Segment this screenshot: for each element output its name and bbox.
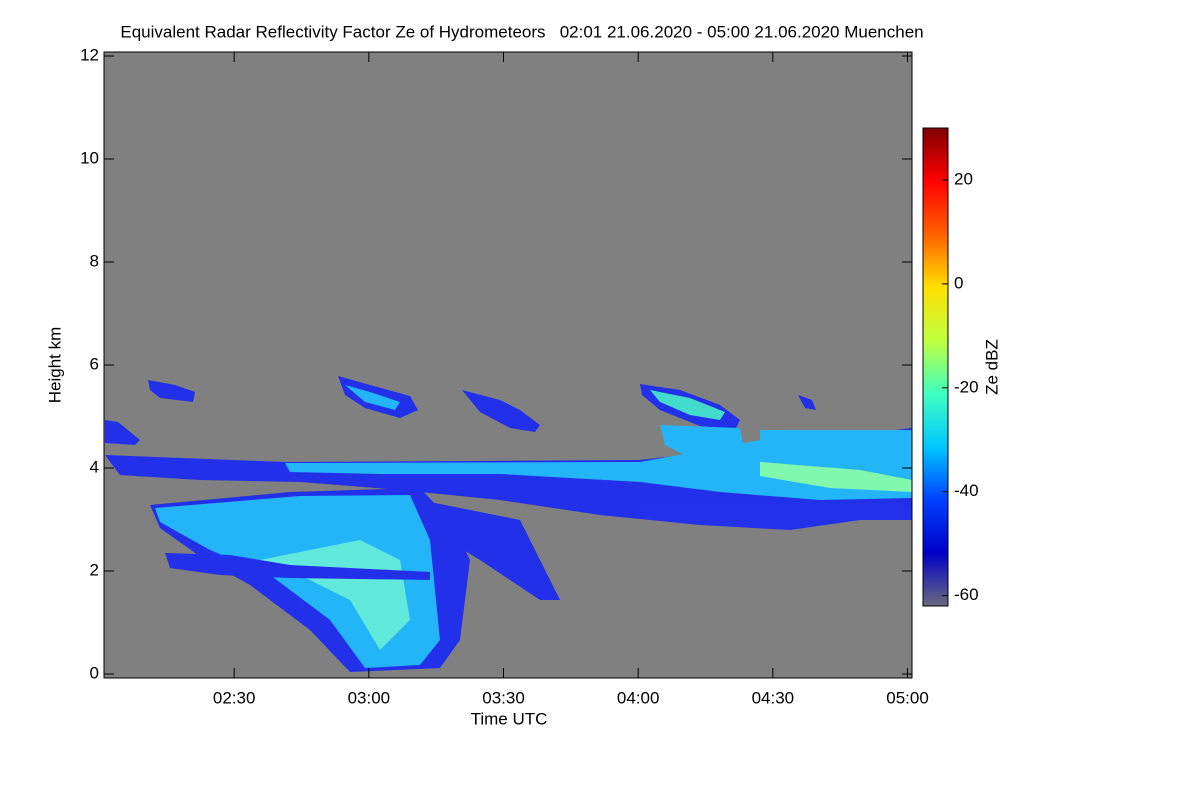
plot-background <box>104 52 912 678</box>
y-tick-label: 6 <box>90 354 99 373</box>
y-tick-label: 8 <box>90 251 99 270</box>
y-tick-label: 0 <box>90 663 99 682</box>
x-axis-label: Time UTC <box>471 709 548 728</box>
colorbar <box>922 127 949 607</box>
radar-echo <box>105 376 912 672</box>
chart-title: Equivalent Radar Reflectivity Factor Ze … <box>120 22 923 41</box>
x-tick-label: 02:30 <box>213 688 256 707</box>
colorbar-tick-label: 20 <box>954 169 973 188</box>
y-tick-label: 10 <box>80 148 99 167</box>
colorbar-tick-label: -40 <box>954 481 979 500</box>
y-tick-label: 4 <box>90 457 99 476</box>
x-tick-label: 05:00 <box>886 688 929 707</box>
colorbar-label: Ze dBZ <box>982 339 1001 395</box>
x-tick-label: 03:00 <box>348 688 391 707</box>
y-axis-label: Height km <box>45 327 64 404</box>
y-tick-label: 12 <box>80 45 99 64</box>
colorbar-tick-label: 0 <box>954 273 963 292</box>
colorbar-tick-label: -60 <box>954 585 979 604</box>
x-tick-label: 04:00 <box>617 688 660 707</box>
x-tick-label: 03:30 <box>482 688 525 707</box>
colorbar-tick-label: -20 <box>954 377 979 396</box>
x-tick-label: 04:30 <box>752 688 795 707</box>
y-tick-label: 2 <box>90 560 99 579</box>
